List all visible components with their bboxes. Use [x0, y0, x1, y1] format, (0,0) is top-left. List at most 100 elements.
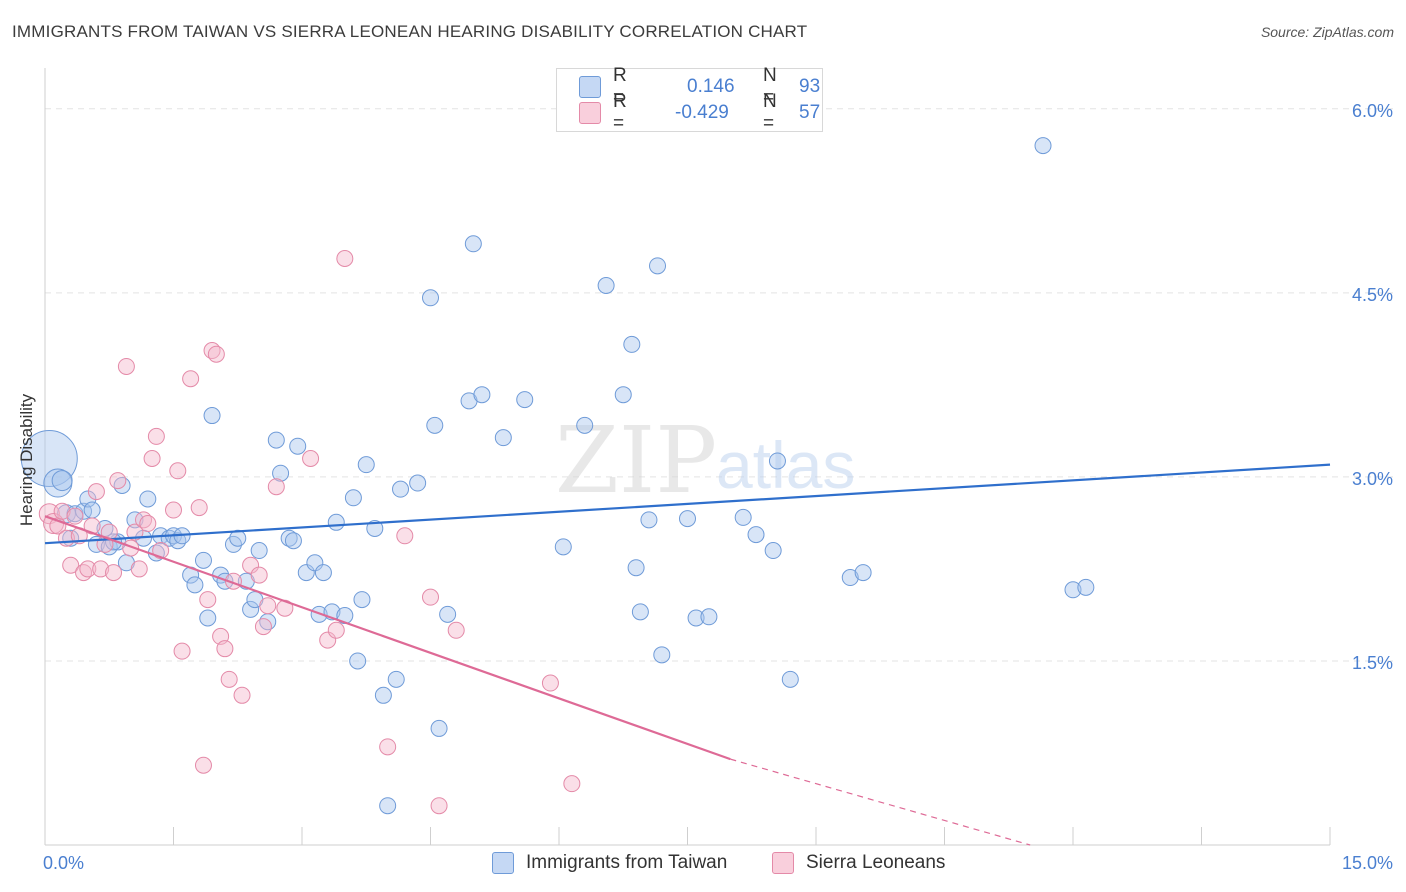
- data-point: [109, 472, 127, 490]
- data-point: [319, 631, 337, 649]
- data-point: [409, 474, 427, 492]
- data-point: [653, 646, 671, 664]
- source-label: Source: ZipAtlas.com: [1260, 24, 1394, 40]
- data-point: [747, 526, 765, 544]
- trend-line-taiwan: [44, 463, 1331, 545]
- data-point: [464, 235, 482, 253]
- x-tick-label: 15.0%: [1342, 853, 1393, 873]
- legend-item-taiwan: Immigrants from Taiwan: [492, 852, 727, 874]
- data-point: [768, 452, 786, 470]
- data-point: [194, 756, 212, 774]
- data-point: [272, 464, 290, 482]
- data-point: [66, 507, 84, 525]
- data-point: [139, 515, 157, 533]
- data-point: [220, 670, 238, 688]
- data-point: [349, 652, 367, 670]
- data-point: [242, 556, 260, 574]
- data-point: [79, 490, 97, 508]
- data-point: [242, 600, 260, 618]
- data-point: [764, 542, 782, 560]
- data-point: [1077, 578, 1095, 596]
- data-point: [267, 431, 285, 449]
- y-axis-label: Hearing Disability: [17, 393, 36, 527]
- watermark-atlas: atlas: [716, 428, 855, 502]
- data-point: [117, 357, 135, 375]
- data-point: [366, 519, 384, 537]
- data-point: [79, 560, 97, 578]
- trend-line-sierra-leone-extension: [730, 758, 1031, 846]
- data-point: [627, 559, 645, 577]
- data-point: [259, 597, 277, 615]
- data-point: [640, 511, 658, 529]
- data-point: [563, 775, 581, 793]
- legend-item-sierra-leone: Sierra Leoneans: [772, 852, 945, 874]
- data-point: [289, 437, 307, 455]
- data-point: [199, 591, 217, 609]
- data-point: [327, 621, 345, 639]
- data-point: [152, 542, 170, 560]
- data-point: [267, 478, 285, 496]
- data-point: [379, 797, 397, 815]
- data-point: [396, 527, 414, 545]
- data-point: [250, 566, 268, 584]
- gridlines: [45, 108, 1395, 662]
- data-point: [147, 427, 165, 445]
- data-point: [194, 551, 212, 569]
- data-point: [447, 621, 465, 639]
- data-point: [679, 510, 696, 528]
- legend-r-label: R =: [613, 91, 627, 134]
- data-point: [216, 572, 234, 590]
- y-tick-label: 6.0%: [1352, 101, 1393, 121]
- data-point: [83, 501, 101, 519]
- data-point: [631, 603, 649, 621]
- data-point: [494, 429, 512, 447]
- data-point: [182, 370, 200, 388]
- data-point: [306, 554, 324, 572]
- data-point: [623, 335, 641, 353]
- y-tick-label: 1.5%: [1352, 653, 1393, 673]
- data-point: [554, 538, 572, 556]
- legend-n-value: 57: [799, 102, 821, 123]
- legend-n-label: N =: [763, 91, 777, 134]
- data-point: [430, 797, 448, 815]
- data-point: [734, 508, 752, 526]
- data-point: [126, 511, 144, 529]
- x-tick-label: 0.0%: [43, 853, 84, 873]
- legend-label-sierra-leone: Sierra Leoneans: [806, 852, 946, 873]
- trend-line-sierra-leone: [44, 515, 731, 761]
- correlation-legend: R = 0.146 N = 93 R = -0.429 N = 57: [556, 65, 823, 134]
- data-point: [516, 391, 534, 409]
- data-point: [169, 462, 187, 480]
- watermark-zip: ZIP: [555, 407, 717, 514]
- data-point: [374, 686, 392, 704]
- data-point: [165, 501, 182, 519]
- data-point: [422, 289, 439, 307]
- data-point: [327, 513, 345, 531]
- data-point: [357, 456, 375, 474]
- tick-labels: 1.5% 3.0% 4.5% 6.0% 0.0% 15.0%: [43, 101, 1393, 873]
- data-point: [186, 576, 204, 594]
- data-point: [216, 640, 234, 658]
- data-point: [687, 609, 705, 627]
- data-point: [781, 670, 799, 688]
- data-point: [541, 674, 559, 692]
- legend-swatch-blue: [492, 852, 514, 874]
- data-point: [173, 642, 191, 660]
- data-point: [379, 738, 397, 756]
- data-point: [203, 407, 221, 425]
- legend-r-value: 0.146: [687, 76, 735, 97]
- data-point: [314, 564, 332, 582]
- data-point: [473, 386, 491, 404]
- legend-label-taiwan: Immigrants from Taiwan: [526, 852, 728, 873]
- data-point: [392, 480, 410, 498]
- data-point: [20, 430, 78, 487]
- data-point: [233, 686, 251, 704]
- chart-title: IMMIGRANTS FROM TAIWAN VS SIERRA LEONEAN…: [12, 22, 808, 41]
- data-point: [87, 483, 105, 501]
- legend-swatch-blue: [579, 76, 601, 98]
- data-point: [250, 542, 268, 560]
- data-point: [105, 564, 123, 582]
- data-point: [336, 250, 354, 268]
- data-point: [284, 532, 302, 550]
